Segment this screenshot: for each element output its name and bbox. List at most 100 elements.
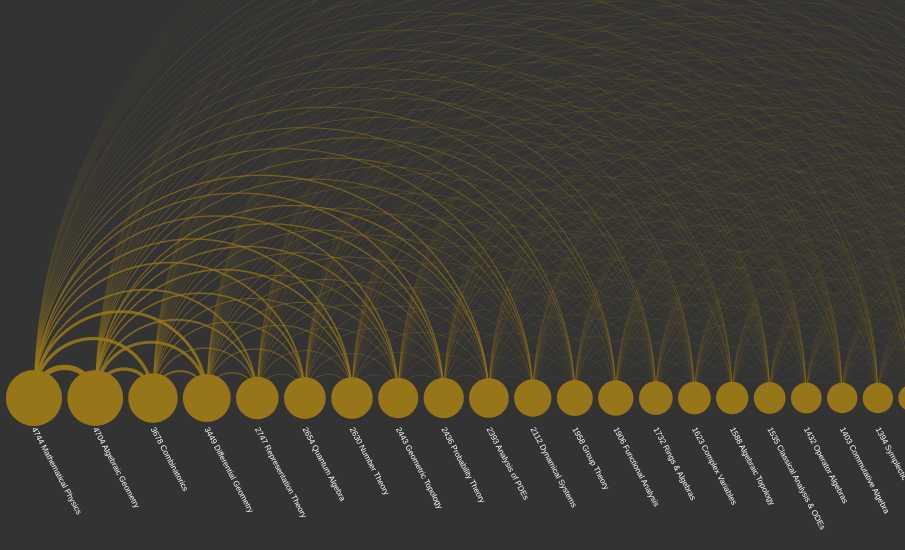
- arc-link: [206, 45, 905, 399]
- arc-link: [732, 292, 905, 399]
- arc-link: [655, 304, 843, 399]
- arc-link: [769, 282, 905, 399]
- node-circle: [678, 381, 711, 415]
- node-circle: [827, 382, 858, 414]
- arc-link: [443, 180, 879, 399]
- arc-link: [574, 303, 770, 399]
- arc-link: [304, 203, 695, 399]
- arc-link: [769, 247, 905, 399]
- arc-link: [152, 0, 346, 399]
- arc-link: [655, 150, 905, 399]
- arc-link: [732, 201, 905, 399]
- arc-link: [488, 115, 905, 399]
- arc-link: [398, 2, 905, 399]
- arc-link: [806, 300, 905, 399]
- arc-link: [257, 0, 491, 399]
- arc-link: [206, 135, 733, 399]
- arc-link: [351, 0, 905, 399]
- arc-link: [398, 175, 843, 399]
- arc-link: [877, 319, 905, 399]
- arc-link: [769, 311, 905, 399]
- arc-link: [574, 171, 905, 399]
- arc-link: [398, 269, 656, 399]
- arc-link: [532, 298, 733, 399]
- arc-link: [94, 137, 617, 399]
- arc-link: [443, 139, 905, 399]
- arc-link: [94, 117, 657, 399]
- arc-link: [351, 102, 905, 399]
- arc-link: [398, 289, 616, 399]
- node-circle: [556, 380, 593, 416]
- arc-link: [574, 199, 905, 399]
- arc-link: [694, 166, 905, 399]
- arc-link: [33, 192, 445, 399]
- arc-link: [257, 0, 482, 399]
- arc-link: [532, 279, 770, 399]
- arc-link: [351, 33, 905, 399]
- arc-link: [152, 186, 576, 399]
- arc-link: [398, 21, 905, 399]
- arc-link: [532, 150, 905, 399]
- arc-link: [152, 0, 905, 399]
- arc-link: [574, 250, 879, 399]
- node-circle: [790, 382, 822, 414]
- arc-link: [655, 343, 770, 399]
- arc-link: [94, 79, 733, 399]
- arc-link: [94, 98, 695, 399]
- arc-link: [94, 245, 399, 399]
- arc-link: [574, 105, 905, 399]
- arc-link: [488, 221, 843, 399]
- arc-link: [615, 111, 905, 399]
- arc-link: [769, 201, 905, 399]
- arc-link: [842, 292, 905, 399]
- arc-link: [33, 0, 905, 399]
- arc-link: [532, 261, 807, 399]
- arc-link: [351, 140, 879, 399]
- arc-link: [398, 193, 807, 399]
- arc-link: [488, 257, 770, 399]
- arc-link: [488, 171, 905, 399]
- arc-link: [615, 153, 905, 399]
- arc-link: [443, 119, 905, 399]
- node-circle: [378, 377, 419, 419]
- arc-link: [574, 91, 905, 399]
- arc-link: [655, 173, 905, 399]
- arc-link: [33, 0, 202, 399]
- arc-link: [206, 62, 879, 399]
- arc-link: [257, 327, 399, 399]
- arc-link: [443, 105, 905, 399]
- arc-link: [304, 70, 905, 399]
- arc-link: [532, 243, 843, 399]
- arc-link: [398, 44, 905, 399]
- arc-link: [152, 0, 905, 399]
- arc-link: [257, 165, 733, 399]
- arc-link: [152, 71, 807, 399]
- arc-link: [842, 264, 905, 399]
- arc-link: [574, 264, 843, 399]
- arc-link: [33, 215, 399, 399]
- arc-link: [488, 239, 807, 399]
- arc-link: [33, 106, 617, 399]
- arc-link: [95, 0, 905, 399]
- node-circle: [898, 386, 905, 410]
- arc-link: [351, 175, 807, 399]
- arc-link: [152, 0, 905, 399]
- node-circle: [6, 370, 62, 426]
- arc-link: [615, 249, 905, 399]
- arc-link: [574, 125, 905, 399]
- arc-link: [532, 124, 905, 399]
- arc-link: [443, 234, 770, 399]
- arc-link: [33, 0, 206, 399]
- node-circle: [469, 378, 509, 418]
- arc-link: [694, 221, 905, 399]
- arc-link: [532, 193, 905, 399]
- arc-link: [257, 304, 444, 399]
- arc-link: [694, 248, 905, 399]
- arc-link: [655, 290, 879, 399]
- arc-link: [257, 87, 879, 399]
- arc-link: [398, 230, 733, 399]
- arc-link: [769, 300, 905, 399]
- node-circle: [67, 370, 124, 426]
- arc-link: [257, 105, 843, 399]
- arc-link: [206, 0, 905, 399]
